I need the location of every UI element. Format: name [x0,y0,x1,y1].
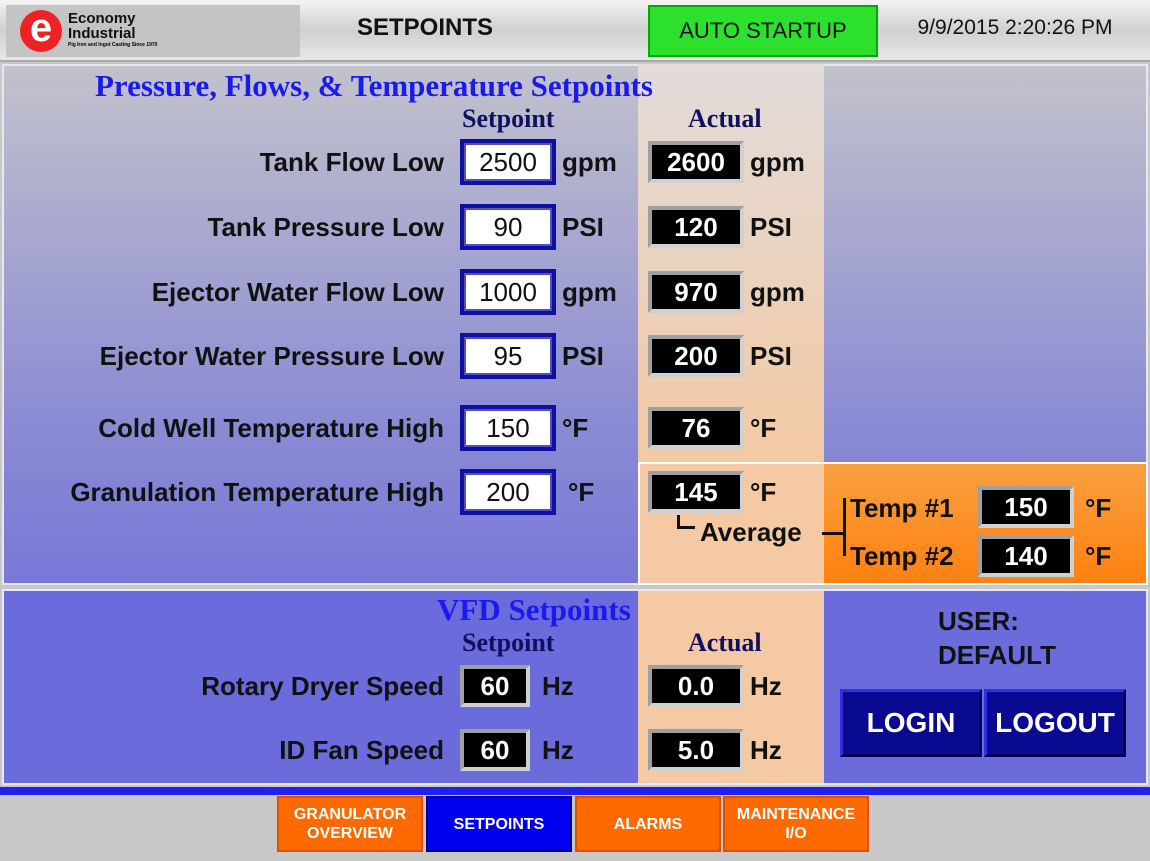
vfd-setpoint-input[interactable]: 60 [460,729,530,771]
temp2-value: 140 [978,535,1074,577]
vfd-section-title: VFD Setpoints [437,592,631,627]
average-bracket [677,515,695,529]
actual-value: 145 [648,471,744,513]
company-logo: e Economy Industrial Pig Iron and Ingot … [6,5,300,57]
nav-granulator-overview[interactable]: GRANULATOR OVERVIEW [277,796,423,852]
login-button[interactable]: LOGIN [840,689,982,757]
temp2-unit: °F [1085,541,1112,571]
actual-value: 76 [648,407,744,449]
actual-value: 200 [648,335,744,377]
logo-line2: Industrial [68,25,136,42]
actual-value: 2600 [648,141,744,183]
nav-maintenance-io[interactable]: MAINTENANCE I/O [723,796,869,852]
setpoint-unit: PSI [562,341,604,371]
actual-unit: °F [750,477,777,507]
temp1-value: 150 [978,486,1074,528]
temp2-label: Temp #2 [850,541,954,571]
setpoint-unit: gpm [562,277,617,307]
vfd-setpoint-header: Setpoint [462,628,555,657]
actual-value: 120 [648,206,744,248]
nav-divider [0,787,1150,795]
actual-unit: gpm [750,147,805,177]
temp1-unit: °F [1085,493,1112,523]
user-name: DEFAULT [938,640,1056,670]
setpoint-input[interactable]: 90 [460,204,556,250]
setpoint-unit: °F [568,477,595,507]
actual-value: 970 [648,271,744,313]
vfd-actual-value: 5.0 [648,729,744,771]
vfd-setpoint-unit: Hz [542,735,574,765]
row-label: Tank Flow Low [259,147,444,177]
row-label: Ejector Water Flow Low [151,277,444,307]
bracket-line [843,498,846,556]
vfd-actual-header: Actual [688,628,762,657]
vfd-setpoint-input[interactable]: 60 [460,665,530,707]
actual-header: Actual [688,104,762,133]
setpoint-input[interactable]: 95 [460,333,556,379]
setpoint-unit: °F [562,413,589,443]
setpoint-input[interactable]: 1000 [460,269,556,315]
vfd-setpoint-unit: Hz [542,671,574,701]
auto-startup-button[interactable]: AUTO STARTUP [648,5,878,57]
actual-column [638,64,824,464]
logo-line1: Economy [68,10,136,27]
pressure-section-title: Pressure, Flows, & Temperature Setpoints [95,68,653,103]
setpoint-input[interactable]: 200 [460,469,556,515]
actual-unit: °F [750,413,777,443]
datetime: 9/9/2015 2:20:26 PM [917,16,1113,39]
vfd-actual-unit: Hz [750,735,782,765]
vfd-row-label: ID Fan Speed [279,735,444,765]
user-label: USER: [938,606,1019,636]
actual-unit: gpm [750,277,805,307]
actual-unit: PSI [750,212,792,242]
bracket-line [822,532,846,535]
logout-button[interactable]: LOGOUT [984,689,1126,757]
row-label: Ejector Water Pressure Low [99,341,444,371]
logo-e-icon: e [20,8,62,52]
vfd-actual-value: 0.0 [648,665,744,707]
row-label: Cold Well Temperature High [98,413,444,443]
setpoint-header: Setpoint [462,104,555,133]
nav-setpoints[interactable]: SETPOINTS [426,796,572,852]
actual-unit: PSI [750,341,792,371]
screen-title: SETPOINTS [356,14,494,41]
nav-alarms[interactable]: ALARMS [575,796,721,852]
setpoint-input[interactable]: 2500 [460,139,556,185]
setpoint-unit: PSI [562,212,604,242]
average-label: Average [700,517,802,547]
row-label: Tank Pressure Low [207,212,445,242]
logo-tagline: Pig Iron and Ingot Casting Since 1970 [68,42,158,48]
vfd-actual-unit: Hz [750,671,782,701]
setpoint-unit: gpm [562,147,617,177]
temp1-label: Temp #1 [850,493,954,523]
row-label: Granulation Temperature High [70,477,444,507]
vfd-row-label: Rotary Dryer Speed [201,671,444,701]
setpoint-input[interactable]: 150 [460,405,556,451]
